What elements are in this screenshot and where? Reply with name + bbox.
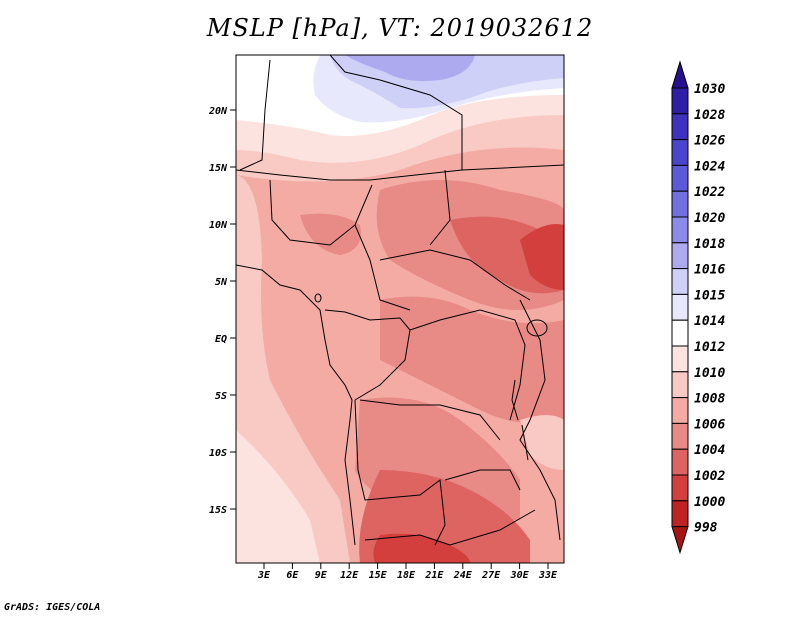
pressure-field: [236, 55, 564, 563]
colorbar-label: 1008: [694, 392, 725, 407]
ocean-1012: [236, 430, 320, 563]
zone-1002-north: [520, 224, 564, 290]
lat-label: 15S: [209, 505, 227, 516]
colorbar-label: 1018: [694, 237, 725, 252]
colorbar-label: 1026: [694, 134, 725, 149]
lat-label: 10S: [209, 448, 227, 459]
zone-1006-nigeria: [300, 213, 361, 255]
lon-label: 30E: [510, 570, 530, 581]
zone-1002-south: [373, 533, 470, 563]
lat-label: 5N: [215, 277, 228, 288]
lon-label: 18E: [397, 570, 416, 581]
colorbar-label: 1020: [694, 211, 725, 226]
lat-label: EQ: [215, 334, 227, 345]
lon-label: 15E: [369, 570, 388, 581]
lon-label: 27E: [481, 570, 501, 581]
credit-label: GrADS: IGES/COLA: [4, 602, 101, 613]
lat-label: 15N: [209, 163, 228, 174]
colorbar-box: [671, 113, 689, 141]
lon-label: 9E: [315, 570, 328, 581]
colorbar-box: [671, 422, 689, 450]
colorbar-box: [671, 474, 689, 502]
colorbar-label: 1004: [694, 443, 725, 458]
band-1018: [345, 55, 475, 81]
colorbar-label: 1024: [694, 159, 725, 174]
lon-label: 33E: [538, 570, 558, 581]
longitude-axis: 3E 6E 9E 12E 15E 18E 21E 24E 27E 30E 33E: [257, 563, 558, 581]
colorbar-box: [671, 164, 689, 192]
colorbar-box: [671, 190, 689, 218]
colorbar-top-arrow: [671, 60, 689, 89]
colorbar-label: 1015: [694, 288, 725, 303]
colorbar-label: 1002: [694, 469, 725, 484]
colorbar-box: [671, 319, 689, 347]
map-frame: [235, 54, 565, 564]
colorbar-label: 1016: [694, 263, 725, 278]
colorbar-label: 1000: [694, 495, 725, 510]
colorbar: 1030 1028 1026 1024 1022 1020 1018 1016 1015 1014…: [671, 60, 725, 555]
colorbar-box: [671, 87, 689, 115]
colorbar-box: [671, 242, 689, 270]
colorbar-bottom-arrow: [671, 526, 689, 555]
lon-label: 12E: [340, 570, 359, 581]
lat-label: 20N: [208, 106, 228, 117]
colorbar-label: 1010: [694, 366, 725, 381]
colorbar-box: [671, 397, 689, 424]
lon-label: 3E: [257, 570, 271, 581]
colorbar-box: [671, 139, 689, 166]
colorbar-box: [671, 268, 689, 295]
colorbar-box: [671, 345, 689, 373]
zone-1010-east: [520, 415, 564, 470]
colorbar-label: 1006: [694, 417, 725, 432]
lat-label: 10N: [209, 220, 228, 231]
colorbar-label: 1022: [694, 185, 725, 200]
country-borders: [236, 55, 564, 546]
lon-label: 6E: [286, 570, 299, 581]
map-title: MSLP [hPa], VT: 2019032612: [206, 14, 594, 42]
lon-label: 21E: [424, 570, 444, 581]
colorbar-box: [671, 500, 689, 528]
colorbar-label: 1030: [694, 82, 725, 97]
colorbar-label: 1014: [694, 314, 725, 329]
colorbar-box: [671, 448, 689, 476]
colorbar-box: [671, 371, 689, 399]
colorbar-label: 1028: [694, 108, 725, 123]
colorbar-label: 998: [694, 521, 718, 536]
colorbar-label: 1012: [694, 340, 725, 355]
lon-label: 24E: [453, 570, 473, 581]
colorbar-box: [671, 293, 689, 321]
colorbar-box: [671, 216, 689, 244]
lat-label: 5S: [215, 391, 227, 402]
latitude-axis: 20N 15N 10N 5N EQ 5S 10S 15S: [208, 106, 236, 516]
lakes: [314, 293, 548, 461]
